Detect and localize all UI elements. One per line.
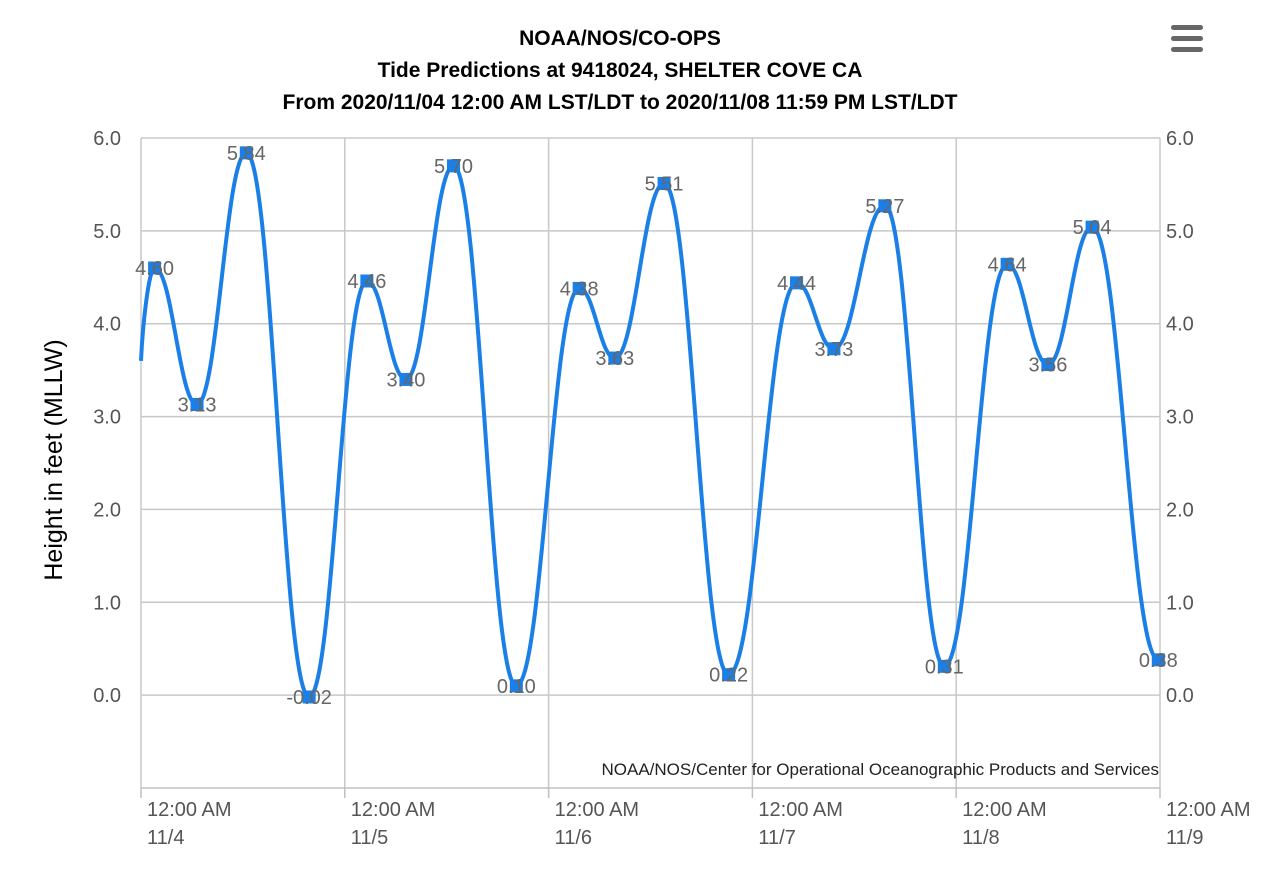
data-label: 4.38 — [560, 278, 599, 300]
data-label: 5.51 — [645, 174, 684, 196]
hamburger-menu-icon[interactable] — [1167, 22, 1207, 56]
data-label: -0.02 — [286, 687, 332, 709]
data-label: 4.46 — [347, 271, 386, 293]
data-label: 4.44 — [777, 273, 816, 295]
menu-bar-bottom — [1171, 47, 1203, 52]
x-tick-label-time: 12:00 AM — [758, 799, 843, 821]
series-tide-predictions — [139, 146, 1165, 704]
y-tick-label-right: 4.0 — [1166, 314, 1194, 336]
data-point-marker[interactable] — [937, 659, 951, 673]
chart-title: NOAA/NOS/CO-OPS — [519, 27, 721, 50]
y-tick-label-right: 0.0 — [1166, 685, 1194, 707]
y-tick-label-right: 6.0 — [1166, 128, 1194, 150]
y-tick-label-left: 6.0 — [93, 128, 121, 150]
x-tick-label-time: 12:00 AM — [555, 799, 640, 821]
y-tick-label-right: 1.0 — [1166, 592, 1194, 614]
y-tick-label-left: 3.0 — [93, 407, 121, 429]
data-point-marker[interactable] — [1041, 358, 1055, 372]
y-tick-label-right: 3.0 — [1166, 407, 1194, 429]
data-label: 3.40 — [386, 369, 425, 391]
data-point-marker[interactable] — [657, 177, 671, 190]
data-point-marker[interactable] — [446, 159, 460, 173]
data-label: 5.70 — [434, 156, 473, 178]
x-tick-label-date: 11/8 — [962, 827, 999, 849]
data-point-marker[interactable] — [399, 372, 413, 386]
data-point-marker[interactable] — [790, 276, 804, 290]
x-tick-label-date: 11/5 — [351, 827, 388, 849]
axes: 0.0 0.0 1.0 1.0 2.0 2.0 3.0 3.0 4.0 4.0 5.0 5.0 6.0 6… — [93, 128, 1250, 849]
data-label: 0.31 — [925, 656, 964, 678]
menu-bar-top — [1171, 25, 1203, 30]
data-label: 5.27 — [865, 196, 904, 218]
data-point-marker[interactable] — [360, 274, 374, 288]
data-label: 4.60 — [135, 258, 174, 280]
y-tick-label-right: 5.0 — [1166, 221, 1194, 243]
data-point-marker[interactable] — [827, 342, 841, 356]
chart-subtitle-station: Tide Predictions at 9418024, SHELTER COV… — [378, 59, 863, 82]
data-point-marker[interactable] — [148, 261, 162, 275]
chart-subtitle-range: From 2020/11/04 12:00 AM LST/LDT to 2020… — [283, 91, 958, 114]
credit-text: NOAA/NOS/Center for Operational Oceanogr… — [602, 760, 1160, 779]
data-point-marker[interactable] — [608, 351, 622, 365]
data-point-marker[interactable] — [1151, 653, 1165, 667]
y-axis-label: Height in feet (MLLW) — [40, 339, 68, 580]
x-tick-label-date: 11/7 — [758, 827, 795, 849]
data-label: 5.84 — [227, 143, 266, 165]
x-tick-label-time: 12:00 AM — [147, 799, 232, 821]
data-point-marker[interactable] — [239, 146, 253, 160]
data-label: 5.04 — [1073, 217, 1112, 239]
data-point-marker[interactable] — [1000, 257, 1014, 271]
data-label: 3.56 — [1028, 355, 1067, 377]
data-point-marker[interactable] — [302, 690, 316, 704]
data-label: 0.38 — [1139, 650, 1178, 672]
y-tick-label-left: 5.0 — [93, 221, 121, 243]
data-labels: 4.60 3.13 5.84 -0.02 4.46 3.40 5.70 0.10 4.38 3.6… — [135, 143, 1178, 709]
grid — [140, 137, 1161, 788]
x-tick-label-time: 12:00 AM — [351, 799, 436, 821]
y-tick-label-left: 1.0 — [93, 592, 121, 614]
y-tick-label-left: 0.0 — [93, 685, 121, 707]
data-point-marker[interactable] — [572, 281, 586, 295]
series-line — [139, 150, 1160, 699]
y-tick-label-right: 2.0 — [1166, 499, 1194, 521]
x-tick-label-date: 11/9 — [1166, 827, 1203, 849]
data-label: 3.73 — [814, 339, 853, 361]
data-point-marker[interactable] — [722, 668, 736, 682]
data-point-marker[interactable] — [509, 679, 523, 693]
data-point-marker[interactable] — [190, 398, 204, 411]
data-point-marker[interactable] — [1085, 220, 1099, 234]
data-label: 3.63 — [595, 348, 634, 370]
x-tick-label-time: 12:00 AM — [1166, 799, 1251, 821]
data-label: 3.13 — [178, 395, 217, 417]
data-point-marker[interactable] — [878, 199, 892, 213]
data-label: 0.10 — [497, 676, 536, 698]
x-tick-label-date: 11/6 — [555, 827, 592, 849]
data-label: 0.22 — [709, 665, 748, 687]
x-tick-label-date: 11/4 — [147, 827, 184, 849]
y-tick-label-left: 4.0 — [93, 314, 121, 336]
data-label: 4.64 — [988, 254, 1027, 276]
menu-bar-middle — [1171, 36, 1203, 41]
y-tick-label-left: 2.0 — [93, 499, 121, 521]
x-tick-label-time: 12:00 AM — [962, 799, 1047, 821]
